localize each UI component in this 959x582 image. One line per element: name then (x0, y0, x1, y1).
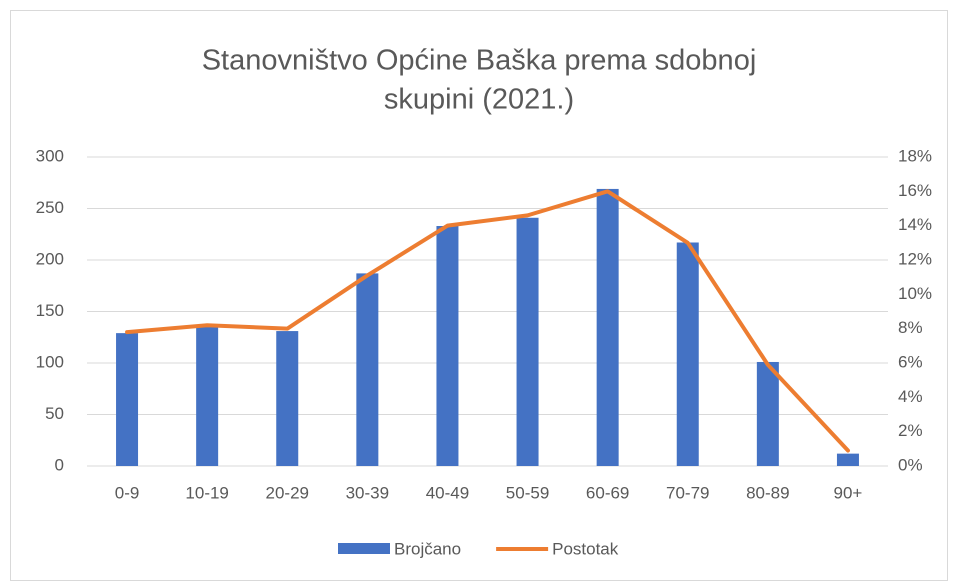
chart-border (10, 10, 948, 581)
y2-tick-label: 12% (898, 249, 932, 268)
y2-tick-label: 16% (898, 181, 932, 200)
y2-tick-label: 0% (898, 455, 923, 474)
bar (436, 226, 459, 466)
bar (756, 361, 779, 466)
x-tick-label: 70-79 (666, 483, 709, 502)
x-tick-label: 30-39 (346, 483, 389, 502)
bar (516, 217, 539, 466)
y-tick-label: 150 (36, 301, 64, 320)
legend-label: Brojčano (394, 539, 461, 558)
bar (276, 331, 299, 466)
bar (676, 242, 699, 466)
x-tick-label: 20-29 (266, 483, 309, 502)
legend-swatch (338, 543, 390, 554)
y2-tick-label: 6% (898, 352, 923, 371)
chart-title: Stanovništvo Općine Baška prema sdobnoj (202, 45, 757, 77)
bar (596, 188, 619, 466)
x-tick-label: 60-69 (586, 483, 629, 502)
y2-tick-label: 8% (898, 318, 923, 337)
y2-tick-label: 14% (898, 215, 932, 234)
bar (356, 273, 379, 466)
x-tick-label: 40-49 (426, 483, 469, 502)
chart-title: skupini (2021.) (384, 84, 574, 116)
bar (116, 333, 139, 466)
y2-tick-label: 2% (898, 421, 923, 440)
bar (836, 453, 859, 466)
y-tick-label: 50 (45, 404, 64, 423)
y-tick-label: 250 (36, 198, 64, 217)
y-tick-label: 200 (36, 249, 64, 268)
x-tick-label: 10-19 (185, 483, 228, 502)
line (125, 189, 850, 453)
bar (196, 326, 219, 466)
y-tick-label: 300 (36, 146, 64, 165)
x-tick-label: 90+ (834, 483, 863, 502)
y2-tick-label: 18% (898, 146, 932, 165)
y2-tick-label: 4% (898, 387, 923, 406)
legend-label: Postotak (552, 539, 619, 558)
x-tick-label: 0-9 (115, 483, 140, 502)
x-tick-label: 80-89 (746, 483, 789, 502)
y2-tick-label: 10% (898, 284, 932, 303)
x-tick-label: 50-59 (506, 483, 549, 502)
y-tick-label: 0 (55, 455, 64, 474)
y-tick-label: 100 (36, 352, 64, 371)
